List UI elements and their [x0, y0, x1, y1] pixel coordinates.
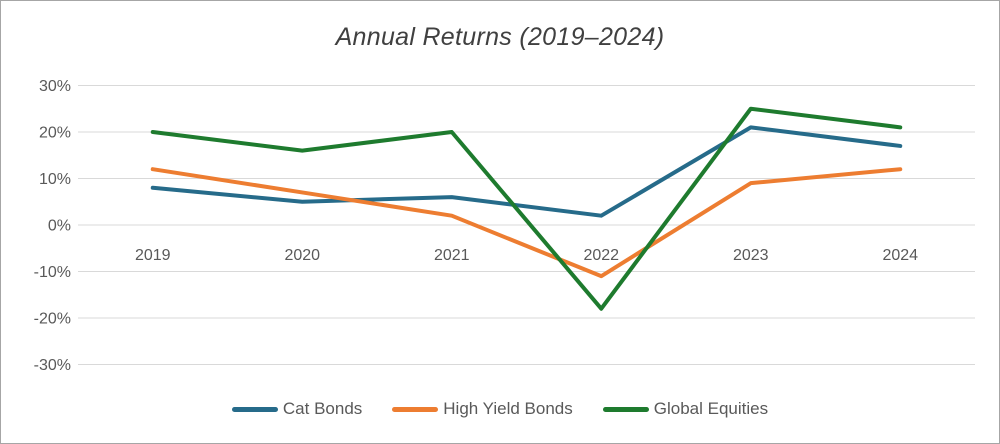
chart-legend: Cat Bonds High Yield Bonds Global Equities	[1, 399, 999, 419]
series-line-cat-bonds	[150, 125, 903, 218]
y-axis-tick-label: -30%	[34, 357, 71, 374]
legend-swatch-high-yield-bonds	[392, 406, 439, 412]
legend-label: Global Equities	[653, 399, 769, 418]
y-axis-tick-label: 20%	[39, 125, 71, 142]
legend-swatch-global-equities	[602, 406, 649, 412]
y-axis-tick-label: 0%	[48, 218, 71, 235]
x-axis-tick-label: 2023	[733, 247, 769, 264]
y-axis-tick-label: 10%	[39, 171, 71, 188]
legend-label: High Yield Bonds	[443, 399, 573, 418]
y-axis-tick-label: -10%	[34, 264, 71, 281]
legend-label: Cat Bonds	[282, 399, 363, 418]
chart-title: Annual Returns (2019–2024)	[335, 23, 665, 51]
x-axis-tick-label: 2024	[882, 247, 918, 264]
series-line-high-yield-bonds	[150, 167, 903, 279]
legend-item-high-yield-bonds: High Yield Bonds	[392, 399, 573, 419]
legend-item-global-equities: Global Equities	[602, 399, 769, 419]
legend-swatch-cat-bonds	[231, 406, 278, 412]
x-axis-tick-label: 2022	[583, 247, 619, 264]
legend-item-cat-bonds: Cat Bonds	[231, 399, 363, 419]
series-line-global-equities	[150, 106, 903, 311]
x-axis-tick-label: 2021	[434, 247, 470, 264]
x-axis-tick-label: 2019	[135, 247, 171, 264]
y-axis-tick-label: -20%	[34, 311, 71, 328]
x-axis-tick-label: 2020	[284, 247, 320, 264]
y-axis-tick-label: 30%	[39, 78, 71, 95]
